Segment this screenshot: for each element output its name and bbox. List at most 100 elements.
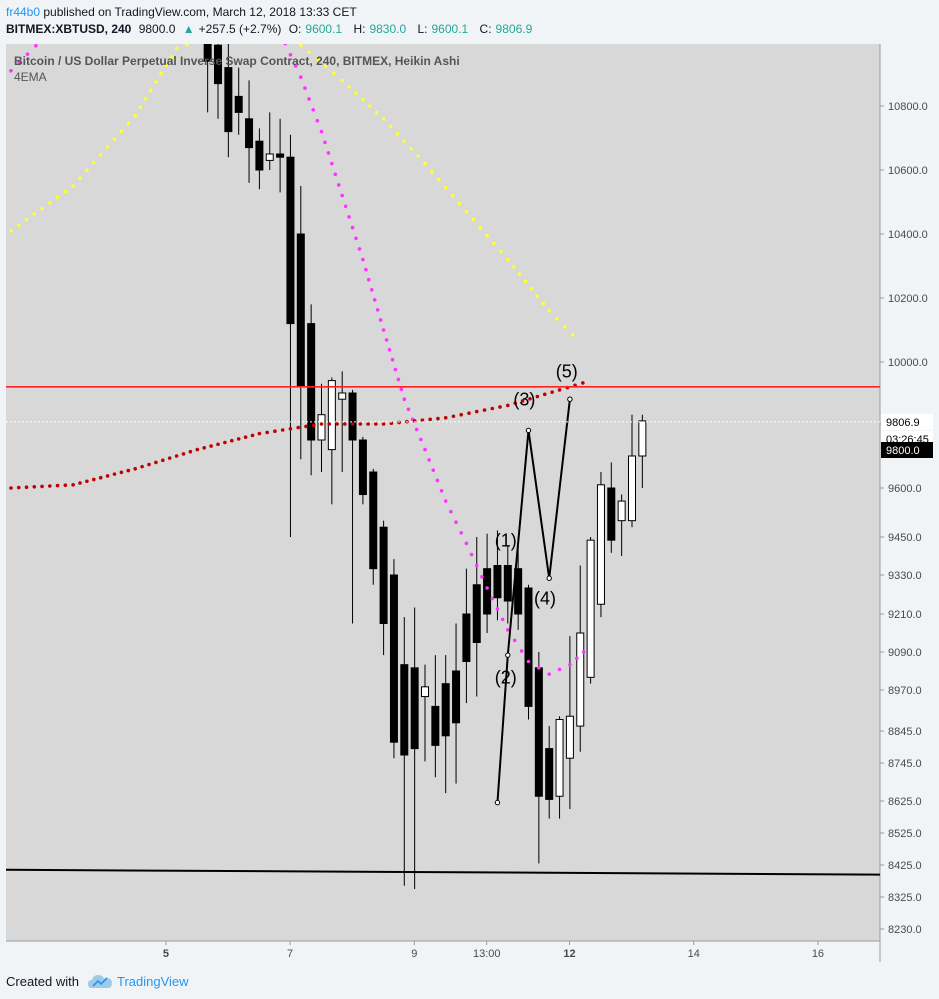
candle-body — [431, 705, 440, 746]
indicator-label: 4EMA — [14, 70, 47, 84]
candle-body — [452, 670, 461, 724]
ema-magenta-dot — [288, 53, 293, 57]
ema-magenta-dot — [423, 447, 427, 452]
price-tick-label: 8845.0 — [888, 726, 922, 738]
ema-magenta-dot — [500, 617, 505, 622]
ema-magenta-dot — [581, 650, 586, 654]
ema-darkred-dot — [9, 486, 13, 490]
ema-yellow-dot — [63, 189, 68, 194]
chart-svg[interactable]: (1) (2) (3) (4) (5) 8230.0 8325.0 8425.0 8525.0… — [5, 0, 933, 962]
ema-magenta-dot — [378, 318, 383, 322]
ema-magenta-dot — [311, 108, 316, 112]
ema-yellow-dot — [148, 88, 153, 93]
ema-darkred-dot — [520, 399, 525, 403]
author-link[interactable]: fr44b0 — [6, 5, 41, 19]
ema-darkred-dot — [216, 442, 220, 447]
ema-yellow-dot — [430, 169, 434, 174]
ema-magenta-dot — [375, 308, 380, 312]
tradingview-logo-icon[interactable] — [87, 972, 113, 990]
close-value: 9806.9 — [495, 22, 533, 36]
ema-yellow-dot — [416, 154, 420, 158]
ema-magenta-dot — [299, 75, 303, 79]
ema-magenta-dot — [480, 575, 484, 579]
wave-pivot — [505, 652, 511, 658]
publish-info: published on TradingView.com, March 12, … — [43, 5, 357, 19]
ema-darkred-dot — [112, 472, 117, 476]
time-axis[interactable] — [6, 941, 880, 962]
ema-yellow-dot — [570, 333, 575, 337]
candle-body — [545, 748, 554, 800]
wave-label: (1) — [495, 531, 517, 551]
ema-yellow-dot — [464, 209, 469, 214]
price-axis[interactable] — [880, 44, 933, 962]
ema-magenta-dot — [469, 552, 474, 557]
support-trendline[interactable] — [5, 868, 881, 876]
footer: Created with TradingView — [0, 966, 939, 999]
time-tick-label: 5 — [163, 948, 169, 960]
ema-magenta-dot — [17, 60, 22, 65]
ema-yellow-dot — [423, 161, 427, 166]
candle-body — [441, 683, 450, 737]
symbol-line: BITMEX:XBTUSD, 240 9800.0 ▲ +257.5 (+2.7%… — [6, 22, 540, 36]
price-tick-label: 9090.0 — [888, 647, 922, 659]
ema-darkred-dot — [542, 392, 547, 397]
ema-magenta-dot — [354, 236, 358, 241]
ema-magenta-dot — [568, 662, 572, 667]
candle-body — [503, 565, 512, 602]
ema-magenta-dot — [343, 204, 348, 209]
publish-line: fr44b0 published on TradingView.com, Mar… — [6, 5, 357, 19]
ema-yellow-dot — [541, 301, 546, 306]
ema-magenta-dot — [330, 161, 334, 166]
ema-magenta-dot — [490, 596, 495, 601]
ema-darkred-dot — [55, 483, 60, 488]
ema-yellow-dot — [299, 43, 303, 47]
ema-darkred-dot — [288, 427, 293, 431]
candles-layer — [31, 0, 647, 889]
price-tick-label: 8525.0 — [888, 828, 922, 840]
price-change: +257.5 (+2.7%) — [198, 22, 282, 36]
ema-darkred-dot — [48, 484, 52, 488]
ema-yellow-dot — [395, 131, 400, 136]
ema-magenta-dot — [25, 52, 30, 56]
candle-body — [327, 380, 336, 451]
ema-darkred-dot — [296, 425, 301, 430]
ema-darkred-dot — [513, 401, 517, 405]
ema-darkred-dot — [273, 429, 277, 434]
tradingview-link[interactable]: TradingView — [117, 974, 189, 989]
price-tick-label: 9450.0 — [888, 532, 922, 544]
ema-yellow-dot — [112, 137, 117, 141]
candle-body — [524, 587, 533, 707]
wave-pivot — [494, 799, 501, 806]
ema-darkred-dot — [230, 438, 234, 443]
candle-body — [245, 118, 254, 149]
ema-darkred-dot — [550, 390, 554, 394]
ema-magenta-dot — [449, 509, 453, 514]
ema-yellow-dot — [471, 217, 476, 222]
ema-magenta-dot — [336, 183, 341, 187]
ema-darkred-dot — [195, 447, 200, 452]
ema-darkred-dot — [436, 416, 440, 421]
ema-darkred-dot — [223, 440, 227, 445]
ema-magenta-dot — [396, 377, 401, 382]
ema-darkred-dot — [342, 422, 347, 426]
chart-header: fr44b0 published on TradingView.com, Mar… — [0, 0, 939, 40]
candle-body — [617, 500, 626, 522]
ema-darkred-dot — [181, 452, 186, 456]
low-label: L: — [417, 22, 428, 36]
ema-magenta-dot — [393, 367, 398, 372]
ema-darkred-dot — [119, 470, 124, 475]
ema-darkred-dot — [490, 406, 495, 411]
ema-darkred-dot — [474, 409, 479, 414]
ema-yellow-dot — [443, 185, 448, 190]
ema-yellow-dot — [374, 110, 379, 115]
ema-darkred-dot — [202, 446, 206, 450]
candle-body — [565, 715, 574, 759]
candle-body — [596, 484, 605, 605]
ema-magenta-dot — [384, 338, 389, 342]
chart-area[interactable]: (1) (2) (3) (4) (5) 8230.0 8325.0 8425.0 8525.0… — [5, 0, 933, 962]
ema-darkred-dot — [24, 485, 29, 490]
ema-magenta-dot — [372, 298, 377, 302]
price-tick-label: 9210.0 — [888, 609, 922, 621]
ema-magenta-dot — [399, 387, 404, 392]
candle-body — [214, 44, 222, 85]
